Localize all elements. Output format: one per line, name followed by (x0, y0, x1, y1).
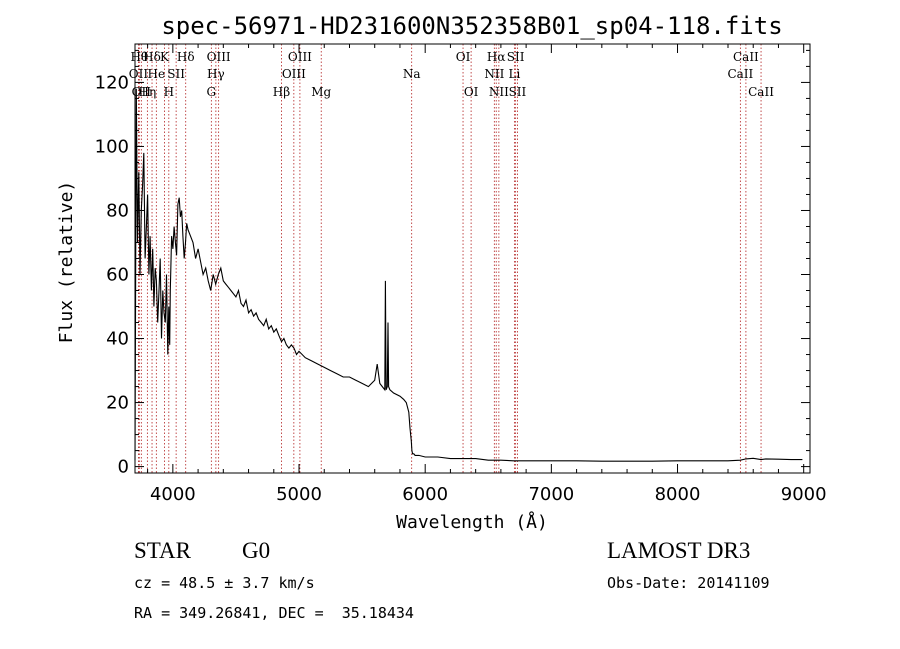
line-label-27: CaII (733, 50, 759, 64)
line-label-9: Hδ (177, 50, 195, 64)
axis-ticks: 4000 5000 6000 7000 8000 9000 0 20 40 60 80 100 120 (95, 44, 827, 505)
y-tick-label-4: 80 (106, 200, 129, 221)
line-label-21: Hα (487, 50, 506, 64)
line-label-0: OII (129, 67, 149, 81)
line-marker-layer (138, 44, 762, 473)
survey-name: LAMOST DR3 (607, 538, 751, 563)
line-label-15: OIII (288, 50, 312, 64)
chart-title: spec-56971-HD231600N352358B01_sp04-118.f… (161, 12, 782, 40)
line-label-16: Mg (311, 85, 331, 99)
line-label-4: Hδ (143, 50, 161, 64)
line-label-26: CaII (727, 67, 753, 81)
line-label-13: Hβ (273, 85, 290, 99)
line-label-28: CaII (748, 85, 774, 99)
x-tick-label-3: 7000 (528, 484, 574, 505)
line-label-11: Hγ (207, 67, 225, 81)
x-axis-label: Wavelength (Å) (396, 511, 548, 533)
line-label-19: OI (464, 85, 479, 99)
x-tick-label-0: 4000 (150, 484, 196, 505)
line-label-24: SII (507, 50, 525, 64)
velocity-text: cz = 48.5 ± 3.7 km/s (134, 574, 315, 592)
line-label-20: NII (484, 67, 504, 81)
obs-date-text: Obs-Date: 20141109 (607, 574, 770, 592)
y-axis-label: Flux (relative) (56, 181, 77, 344)
line-label-23: Li (508, 67, 520, 81)
line-label-3: Hη (139, 85, 157, 99)
x-tick-label-2: 6000 (402, 484, 448, 505)
line-label-17: Na (403, 67, 421, 81)
spectrum-line (134, 88, 803, 462)
x-tick-label-4: 8000 (655, 484, 701, 505)
y-tick-label-5: 100 (95, 136, 129, 157)
line-label-layer: OIIHθOIIHηHδHeKHSIIHδGHγOIIIHβOIIIOIIIMg… (129, 50, 774, 99)
coords-text: RA = 349.26841, DEC = 35.18434 (134, 604, 414, 622)
line-label-5: He (148, 67, 166, 81)
x-tick-label-1: 5000 (276, 484, 322, 505)
line-label-25: SII (509, 85, 527, 99)
y-tick-label-6: 120 (95, 72, 129, 93)
y-tick-label-2: 40 (106, 329, 129, 350)
x-tick-label-5: 9000 (781, 484, 827, 505)
line-label-10: G (207, 85, 217, 99)
object-class: STAR (134, 538, 191, 563)
line-label-22: NII (489, 85, 509, 99)
y-tick-label-0: 0 (118, 457, 129, 478)
line-label-8: SII (167, 67, 185, 81)
y-tick-label-1: 20 (106, 393, 129, 414)
line-label-18: OI (456, 50, 471, 64)
y-tick-label-3: 60 (106, 265, 129, 286)
line-label-7: H (164, 85, 174, 99)
line-label-12: OIII (207, 50, 231, 64)
plot-frame (134, 43, 811, 474)
line-label-14: OIII (282, 67, 306, 81)
line-label-6: K (160, 50, 170, 64)
spectral-subclass: G0 (242, 538, 271, 563)
